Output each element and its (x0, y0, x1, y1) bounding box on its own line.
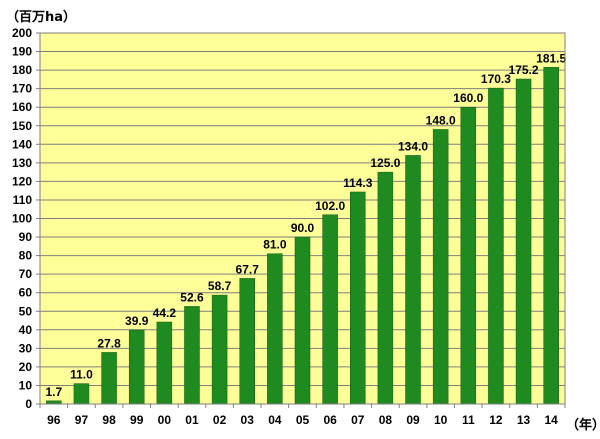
y-tick-label: 70 (19, 267, 33, 281)
y-tick-label: 90 (19, 230, 33, 244)
y-tick-label: 20 (19, 360, 33, 374)
y-tick-label: 130 (12, 156, 32, 170)
x-tick-label-08: 08 (379, 413, 393, 427)
x-tick-label-01: 01 (185, 413, 199, 427)
bar-14 (543, 67, 559, 405)
value-label-13: 175.2 (509, 63, 539, 77)
value-label-02: 58.7 (208, 279, 232, 293)
y-tick-label: 150 (12, 119, 32, 133)
y-tick-label: 160 (12, 100, 32, 114)
value-label-14: 181.5 (536, 51, 566, 65)
value-label-10: 148.0 (426, 113, 456, 127)
x-tick-label-10: 10 (434, 413, 448, 427)
bar-03 (239, 278, 255, 405)
value-label-12: 170.3 (481, 72, 511, 86)
bar-06 (322, 214, 338, 405)
x-tick-label-04: 04 (268, 413, 282, 427)
y-tick-label: 40 (19, 323, 33, 337)
value-label-05: 90.0 (291, 221, 315, 235)
bar-11 (460, 106, 477, 405)
x-tick-label-97: 97 (75, 413, 89, 427)
x-tick-label-98: 98 (102, 413, 116, 427)
y-tick-label: 50 (19, 304, 33, 318)
bar-97 (73, 383, 90, 405)
x-tick-label-99: 99 (130, 413, 144, 427)
bar-10 (432, 129, 449, 405)
y-tick-label: 170 (12, 82, 32, 96)
y-tick-label: 80 (19, 249, 33, 263)
value-label-11: 160.0 (453, 91, 483, 105)
value-label-96: 1.7 (45, 385, 62, 399)
bar-01 (184, 306, 200, 405)
y-axis-unit-label: （百万ha） (6, 10, 77, 25)
bar-13 (515, 78, 532, 405)
value-label-00: 44.2 (153, 306, 177, 320)
y-tick-label: 0 (25, 397, 32, 411)
x-tick-label-05: 05 (296, 413, 310, 427)
y-tick-label: 140 (12, 137, 32, 151)
x-axis-ticks: 96 97 98 99 00 01 02 03 04 05 06 07 08 09 10 11 12 13 14 (39, 404, 566, 427)
value-label-04: 81.0 (263, 238, 287, 252)
x-axis-unit-label: （年） (566, 418, 600, 433)
bar-98 (101, 352, 117, 405)
gridlines (40, 51, 565, 386)
value-label-09: 134.0 (398, 139, 428, 153)
x-tick-label-13: 13 (517, 413, 531, 427)
bar-12 (488, 87, 504, 405)
x-tick-label-11: 11 (462, 413, 475, 427)
y-tick-label: 120 (12, 174, 32, 188)
x-tick-label-12: 12 (489, 413, 503, 427)
y-tick-label: 190 (12, 45, 32, 59)
x-tick-label-07: 07 (351, 413, 365, 427)
value-label-01: 52.6 (180, 290, 204, 304)
x-tick-label-00: 00 (158, 413, 172, 427)
bar-07 (350, 191, 366, 405)
x-tick-label-06: 06 (323, 413, 337, 427)
value-label-98: 27.8 (97, 336, 121, 350)
y-tick-label: 200 (12, 26, 32, 40)
bar-00 (156, 321, 173, 405)
x-tick-label-02: 02 (213, 413, 227, 427)
x-tick-label-96: 96 (47, 413, 61, 427)
value-label-99: 39.9 (125, 314, 149, 328)
plot-frame (39, 32, 566, 405)
x-tick-label-09: 09 (406, 413, 420, 427)
y-tick-label: 60 (19, 286, 33, 300)
value-labels: 1.711.027.839.944.252.658.767.781.090.01… (45, 51, 566, 399)
bar-08 (377, 171, 394, 405)
value-label-97: 11.0 (70, 368, 93, 382)
bar-99 (128, 329, 145, 405)
y-tick-label: 30 (19, 341, 33, 355)
x-tick-label-14: 14 (545, 413, 559, 427)
bar-04 (267, 253, 283, 405)
y-tick-label: 110 (13, 193, 33, 207)
y-axis-ticks: 0 10 20 30 40 50 60 70 80 90 100 110 120 130 140 150 160… (12, 26, 40, 411)
y-tick-label: 10 (19, 378, 33, 392)
value-label-06: 102.0 (315, 199, 345, 213)
value-label-07: 114.3 (343, 176, 373, 190)
bar-02 (211, 294, 228, 405)
value-label-03: 67.7 (236, 262, 260, 276)
bar-09 (405, 155, 421, 405)
bar-05 (294, 236, 311, 405)
y-tick-label: 180 (12, 63, 32, 77)
value-label-08: 125.0 (370, 156, 400, 170)
x-tick-label-03: 03 (241, 413, 255, 427)
y-tick-label: 100 (12, 212, 32, 226)
